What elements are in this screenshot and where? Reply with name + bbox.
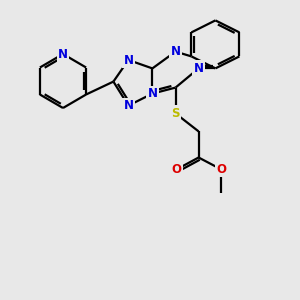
Text: S: S	[171, 107, 180, 120]
Text: N: N	[123, 99, 134, 112]
Text: O: O	[171, 163, 182, 176]
Text: O: O	[216, 163, 226, 176]
Text: N: N	[147, 87, 158, 100]
Text: N: N	[194, 62, 204, 75]
Text: N: N	[58, 47, 68, 61]
Text: N: N	[170, 45, 181, 58]
Text: N: N	[123, 53, 134, 67]
